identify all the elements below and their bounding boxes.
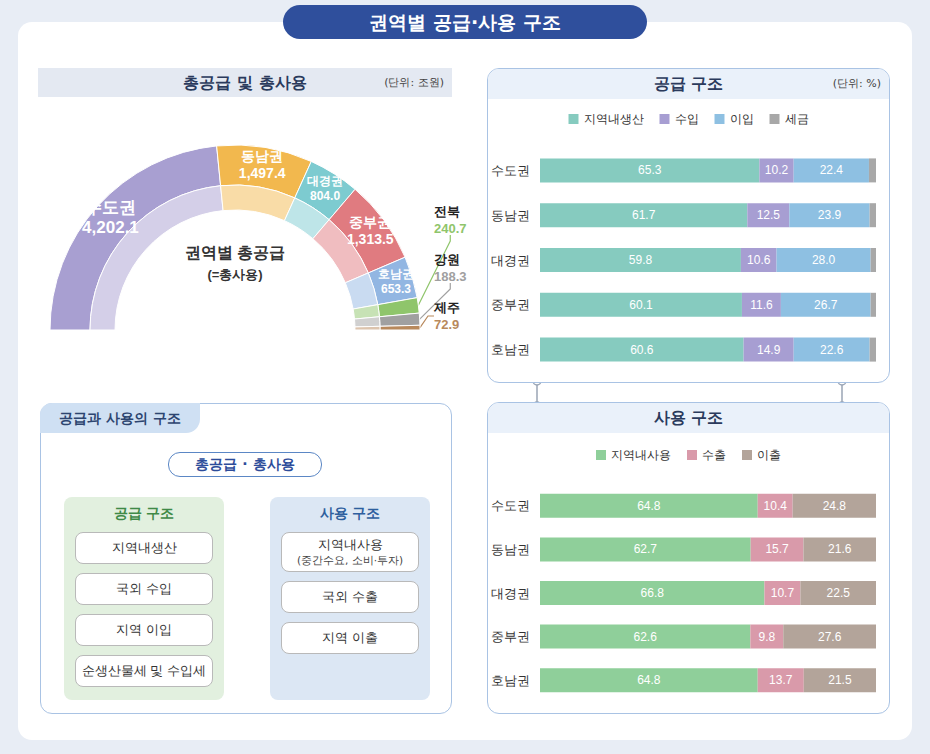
- svg-text:강원: 강원: [434, 252, 460, 267]
- svg-text:64.8: 64.8: [637, 499, 661, 513]
- svg-text:동남권: 동남권: [491, 542, 530, 557]
- svg-text:10.2: 10.2: [765, 163, 789, 177]
- svg-text:호남권: 호남권: [491, 342, 530, 357]
- svg-text:지역내사용: 지역내사용: [611, 448, 671, 462]
- svg-text:62.7: 62.7: [634, 542, 658, 556]
- svg-text:59.8: 59.8: [629, 253, 653, 267]
- svg-text:60.6: 60.6: [630, 343, 654, 357]
- svg-text:26.7: 26.7: [814, 298, 838, 312]
- svg-text:10.6: 10.6: [747, 253, 771, 267]
- svg-text:653.3: 653.3: [381, 282, 411, 296]
- svg-text:10.4: 10.4: [764, 499, 788, 513]
- svg-text:대경권: 대경권: [491, 586, 530, 601]
- svg-text:지역내생산: 지역내생산: [584, 112, 644, 126]
- svg-text:수입: 수입: [675, 112, 699, 126]
- svg-text:240.7: 240.7: [434, 221, 467, 236]
- html-text:순생산물세 및 수입세: 순생산물세 및 수입세: [81, 662, 207, 678]
- svg-text:11.6: 11.6: [750, 298, 773, 312]
- svg-text:호남권: 호남권: [378, 267, 414, 281]
- svg-text:호남권: 호남권: [491, 673, 530, 688]
- html-text:사용 구조: 사용 구조: [653, 408, 724, 427]
- html-text:총공급 · 총사용: 총공급 · 총사용: [195, 456, 295, 472]
- svg-text:23.9: 23.9: [818, 208, 842, 222]
- html-text:국외 수출: 국외 수출: [322, 588, 378, 604]
- html-text:권역별 공급·사용 구조: 권역별 공급·사용 구조: [369, 11, 561, 33]
- svg-text:28.0: 28.0: [812, 253, 836, 267]
- html-text:사용 구조: 사용 구조: [319, 505, 381, 521]
- svg-text:66.8: 66.8: [641, 586, 665, 600]
- html-text:총공급 및 총사용: 총공급 및 총사용: [183, 73, 307, 92]
- svg-text:13.7: 13.7: [769, 673, 793, 687]
- svg-text:중부권: 중부권: [491, 629, 530, 644]
- html-text:지역내사용: 지역내사용: [317, 536, 383, 552]
- svg-text:14.9: 14.9: [757, 343, 781, 357]
- svg-text:64.8: 64.8: [637, 673, 661, 687]
- svg-text:권역별 총공급: 권역별 총공급: [185, 244, 285, 261]
- svg-text:4,202.1: 4,202.1: [82, 218, 139, 237]
- svg-text:동남권: 동남권: [491, 208, 530, 223]
- svg-text:61.7: 61.7: [632, 208, 656, 222]
- svg-text:전북: 전북: [434, 204, 460, 219]
- svg-text:24.8: 24.8: [823, 499, 847, 513]
- svg-text:62.6: 62.6: [633, 630, 657, 644]
- svg-text:수도권: 수도권: [491, 163, 530, 178]
- svg-text:대경권: 대경권: [491, 253, 530, 268]
- svg-text:수출: 수출: [702, 448, 726, 462]
- svg-text:12.5: 12.5: [757, 208, 781, 222]
- svg-text:1,497.4: 1,497.4: [239, 165, 286, 181]
- svg-text:15.7: 15.7: [765, 542, 789, 556]
- svg-text:대경권: 대경권: [307, 174, 343, 188]
- svg-text:세금: 세금: [785, 112, 809, 126]
- svg-text:(=총사용): (=총사용): [207, 267, 262, 282]
- svg-text:1,313.5: 1,313.5: [347, 231, 394, 247]
- svg-text:수도권: 수도권: [491, 498, 530, 513]
- svg-text:72.9: 72.9: [434, 317, 459, 332]
- html-text:지역내생산: 지역내생산: [111, 539, 177, 555]
- svg-text:이입: 이입: [730, 112, 754, 126]
- svg-text:22.4: 22.4: [820, 163, 844, 177]
- html-text:지역 이출: 지역 이출: [322, 629, 378, 645]
- svg-text:60.1: 60.1: [629, 298, 653, 312]
- html-text:(단위: %): (단위: %): [832, 77, 881, 90]
- svg-text:27.6: 27.6: [818, 630, 842, 644]
- svg-text:이출: 이출: [757, 448, 781, 462]
- svg-text:중부권: 중부권: [349, 214, 391, 230]
- html-text:공급 구조: 공급 구조: [653, 74, 724, 93]
- html-text:(중간수요, 소비·투자): (중간수요, 소비·투자): [296, 553, 404, 566]
- svg-text:9.8: 9.8: [758, 630, 775, 644]
- svg-text:21.6: 21.6: [828, 542, 852, 556]
- svg-text:10.7: 10.7: [771, 586, 795, 600]
- svg-text:동남권: 동남권: [241, 148, 283, 164]
- svg-text:21.5: 21.5: [828, 673, 852, 687]
- html-text:국외 수입: 국외 수입: [116, 580, 172, 596]
- svg-text:중부권: 중부권: [491, 297, 530, 312]
- html-text:(단위: 조원): (단위: 조원): [384, 76, 444, 89]
- svg-text:188.3: 188.3: [434, 269, 467, 284]
- svg-text:수도권: 수도권: [85, 198, 136, 217]
- svg-text:804.0: 804.0: [310, 189, 340, 203]
- html-text:공급과 사용의 구조: 공급과 사용의 구조: [59, 410, 181, 426]
- svg-text:22.5: 22.5: [827, 586, 851, 600]
- html-text:지역 이입: 지역 이입: [116, 621, 172, 637]
- html-text:공급 구조: 공급 구조: [113, 505, 175, 521]
- svg-text:제주: 제주: [433, 300, 460, 315]
- svg-text:22.6: 22.6: [820, 343, 844, 357]
- svg-text:65.3: 65.3: [638, 163, 662, 177]
